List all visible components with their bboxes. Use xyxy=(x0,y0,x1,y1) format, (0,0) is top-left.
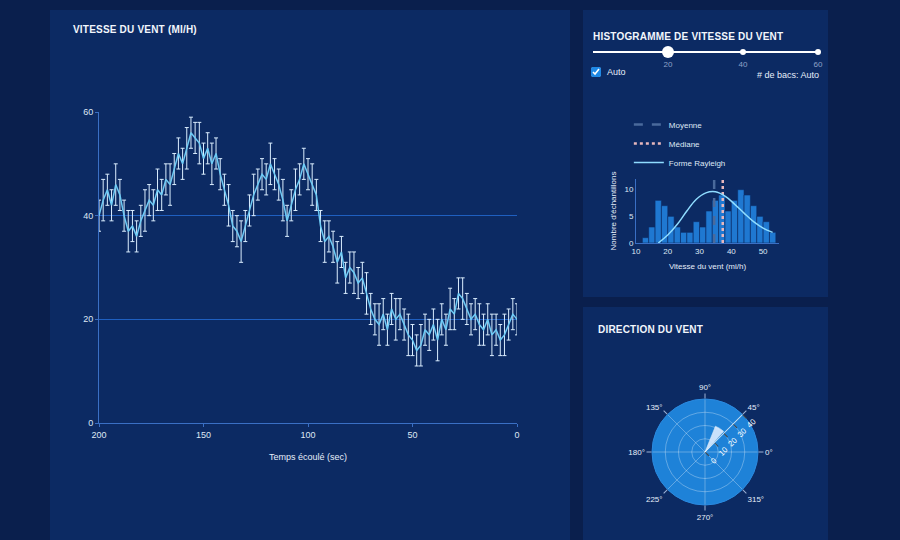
svg-text:20: 20 xyxy=(83,314,93,324)
html-text:# de bacs: Auto: # de bacs: Auto xyxy=(757,70,819,80)
svg-text:Moyenne: Moyenne xyxy=(669,121,702,130)
svg-text:Temps écoulé (sec): Temps écoulé (sec) xyxy=(269,452,347,462)
svg-text:45°: 45° xyxy=(747,403,759,412)
svg-text:20: 20 xyxy=(726,435,739,448)
html-text:HISTOGRAMME DE VITESSE DU VENT: HISTOGRAMME DE VITESSE DU VENT xyxy=(593,31,784,42)
svg-text:315°: 315° xyxy=(747,495,764,504)
svg-text:30: 30 xyxy=(736,426,749,439)
svg-text:40: 40 xyxy=(83,211,93,221)
svg-text:150: 150 xyxy=(196,430,211,440)
svg-text:50: 50 xyxy=(759,247,768,256)
html-text:20: 20 xyxy=(663,60,673,69)
svg-text:Médiane: Médiane xyxy=(669,140,700,149)
svg-text:200: 200 xyxy=(91,430,106,440)
svg-text:5: 5 xyxy=(629,212,634,221)
svg-text:Nombre d'échantillons: Nombre d'échantillons xyxy=(609,172,618,251)
svg-text:0: 0 xyxy=(514,430,519,440)
svg-text:270°: 270° xyxy=(697,513,714,522)
svg-text:30: 30 xyxy=(695,247,704,256)
svg-text:20: 20 xyxy=(663,247,672,256)
svg-text:50: 50 xyxy=(407,430,417,440)
svg-text:0: 0 xyxy=(709,456,719,466)
html-text:40: 40 xyxy=(738,60,748,69)
svg-text:180°: 180° xyxy=(628,448,645,457)
svg-text:10: 10 xyxy=(717,445,730,458)
svg-text:40: 40 xyxy=(727,247,736,256)
svg-text:Forme Rayleigh: Forme Rayleigh xyxy=(669,159,725,168)
svg-text:90°: 90° xyxy=(699,383,711,392)
svg-text:Vitesse du vent (mi/h): Vitesse du vent (mi/h) xyxy=(669,262,747,271)
svg-text:225°: 225° xyxy=(646,495,663,504)
svg-text:100: 100 xyxy=(300,430,315,440)
html-text:60: 60 xyxy=(813,60,823,69)
svg-text:135°: 135° xyxy=(646,403,663,412)
svg-text:40: 40 xyxy=(745,417,758,430)
svg-text:10: 10 xyxy=(624,185,633,194)
svg-text:10: 10 xyxy=(632,247,641,256)
svg-text:0: 0 xyxy=(629,239,634,248)
svg-text:0: 0 xyxy=(88,418,93,428)
html-text:DIRECTION DU VENT: DIRECTION DU VENT xyxy=(598,324,704,335)
svg-text:0°: 0° xyxy=(765,448,773,457)
svg-text:60: 60 xyxy=(83,107,93,117)
html-text:Auto: Auto xyxy=(607,67,626,77)
html-text:VITESSE DU VENT (MI/H): VITESSE DU VENT (MI/H) xyxy=(73,24,197,35)
